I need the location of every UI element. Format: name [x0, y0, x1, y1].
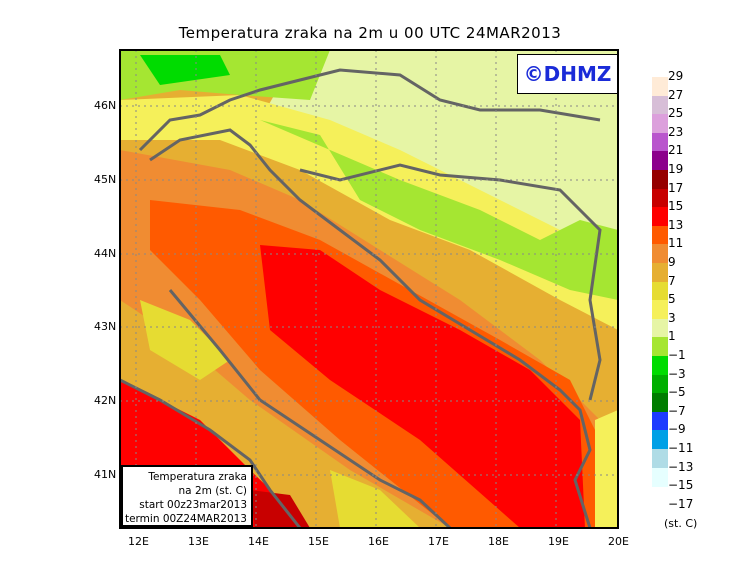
legend-swatch [652, 356, 668, 376]
legend-label: −15 [668, 478, 694, 493]
lat-tick: 46N [94, 99, 117, 112]
legend-unit: (st. C) [664, 517, 698, 530]
legend-swatch [652, 393, 668, 413]
dhmz-logo: ©DHMZ [517, 54, 618, 94]
legend-swatch [652, 430, 668, 450]
legend-label: −11 [668, 441, 694, 455]
legend-label: 7 [668, 273, 676, 288]
legend-swatch [652, 207, 668, 227]
legend-label: −3 [668, 366, 686, 381]
legend-swatch [652, 374, 668, 394]
legend-label: 29 [668, 69, 684, 83]
legend-label: 11 [668, 236, 684, 251]
legend-label: −5 [668, 385, 686, 400]
legend-swatch [652, 225, 668, 245]
legend-label: −13 [668, 459, 694, 474]
lon-tick: 16E [368, 535, 389, 548]
legend-swatch [652, 337, 668, 357]
zone-yellow-e [595, 410, 618, 528]
legend-label: 25 [668, 106, 684, 121]
lon-tick: 13E [188, 535, 209, 548]
zone-yellow-se [330, 470, 420, 528]
zone-yellow-north [120, 95, 618, 330]
legend-swatch [652, 95, 668, 115]
lat-tick: 43N [94, 320, 117, 333]
legend-label: −9 [668, 422, 686, 437]
lat-tick: 42N [94, 394, 117, 407]
lon-tick: 15E [308, 535, 329, 548]
legend-swatch [652, 263, 668, 283]
legend-swatch [652, 281, 668, 301]
lon-tick: 17E [428, 535, 449, 548]
legend-label: 3 [668, 310, 676, 325]
legend-swatch [652, 449, 668, 469]
legend-swatch [652, 300, 668, 320]
legend-label: −17 [668, 496, 694, 511]
legend-label: 23 [668, 124, 684, 139]
lon-tick: 18E [488, 535, 509, 548]
map-title: Temperatura zraka na 2m u 00 UTC 24MAR20… [178, 24, 562, 42]
zone-red-sea [260, 245, 585, 528]
zone-yellow-south [140, 300, 230, 380]
zone-green-patch [140, 55, 230, 85]
coastline [120, 68, 602, 528]
legend-swatch [652, 244, 668, 264]
lon-tick: 12E [128, 535, 149, 548]
lat-tick: 45N [94, 173, 117, 186]
legend-swatch [652, 188, 668, 208]
legend-label: 1 [668, 329, 676, 344]
lat-tick: 41N [94, 468, 117, 481]
zone-pale-north [260, 50, 618, 260]
lat-lon-grid [120, 50, 618, 528]
legend-label: 27 [668, 87, 684, 102]
legend-label: 9 [668, 255, 676, 269]
lon-tick: 14E [248, 535, 269, 548]
legend-label: −1 [668, 348, 686, 362]
legend-label: −7 [668, 403, 686, 418]
info-line: start 00z23mar2013 [139, 499, 247, 511]
zone-darkred [250, 490, 310, 528]
legend-swatch [652, 77, 668, 97]
legend-label: 21 [668, 143, 684, 158]
lon-tick: 19E [548, 535, 569, 548]
info-line: termin 00Z24MAR2013 [124, 513, 247, 525]
legend-swatch [652, 411, 668, 431]
legend-label: 17 [668, 180, 684, 195]
zone-green-inland [260, 120, 618, 300]
info-line: Temperatura zraka [148, 471, 247, 483]
legend-swatch [652, 151, 668, 171]
legend-label: 19 [668, 162, 684, 176]
legend-swatch [652, 114, 668, 134]
lat-tick: 44N [94, 247, 117, 260]
legend-label: 13 [668, 217, 684, 232]
legend-swatch [652, 318, 668, 338]
info-line: na 2m (st. C) [178, 485, 247, 497]
legend-label: 15 [668, 199, 684, 214]
legend-swatch [652, 170, 668, 190]
legend-swatch [652, 132, 668, 152]
lon-tick: 20E [608, 535, 629, 548]
info-box: Temperatura zraka na 2m (st. C) start 00… [121, 465, 253, 527]
legend-swatch [652, 467, 668, 487]
legend-label: 5 [668, 292, 676, 307]
